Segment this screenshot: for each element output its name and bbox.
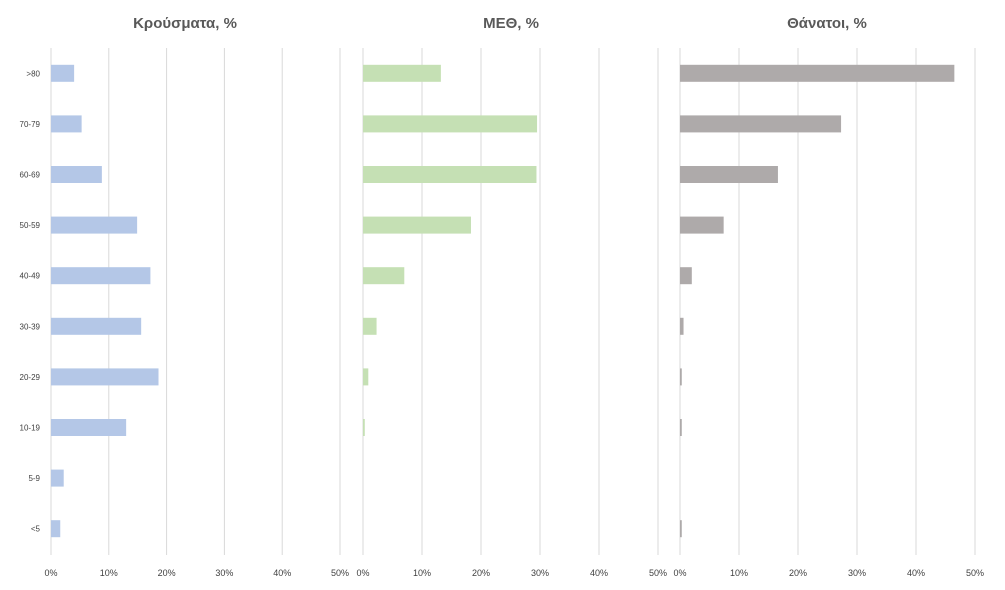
category-label: <5 [31,525,41,534]
bar [363,317,377,335]
panel-title: Κρούσματα, % [133,15,237,32]
category-label: 5-9 [28,474,40,483]
bar [51,520,61,538]
bar [680,520,682,538]
bar [680,368,682,386]
chart-panel-1: 0% 10% 20% 30% 40% 50% Κρούσματα, % >80 70-79 60-… [20,15,349,578]
bar [51,216,138,234]
chart-panel-3: 0% 10% 20% 30% 40% 50% Θάνατοι, % [673,15,984,578]
bar [363,64,441,82]
bar [51,115,82,133]
x-tick-label: 20% [472,568,490,578]
x-tick-label: 50% [649,568,667,578]
bar [680,419,682,436]
category-label: 70-79 [20,120,41,129]
category-label: 20-29 [20,373,41,382]
category-label: 30-39 [20,322,41,331]
category-label: 40-49 [20,272,41,281]
x-tick-label: 0% [673,568,686,578]
bar [51,469,64,487]
x-tick-label: 50% [966,568,984,578]
category-label: >80 [26,69,40,78]
x-tick-label: 40% [273,568,291,578]
bar [363,267,405,285]
panel-title: Θάνατοι, % [787,15,867,32]
x-tick-label: 10% [730,568,748,578]
bar [363,419,365,436]
x-tick-label: 30% [531,568,549,578]
bar [51,317,142,335]
category-label: 60-69 [20,171,41,180]
x-tick-label: 40% [907,568,925,578]
bar [51,368,159,386]
bar [363,368,369,386]
bar [680,317,684,335]
panel-title: ΜΕΘ, % [483,15,539,32]
x-tick-label: 10% [100,568,118,578]
bar [51,64,75,82]
x-tick-label: 0% [356,568,369,578]
bar [363,166,537,183]
category-label: 10-19 [20,424,41,433]
x-tick-label: 50% [331,568,349,578]
category-label: 50-59 [20,221,41,230]
x-tick-label: 10% [413,568,431,578]
x-tick-label: 30% [215,568,233,578]
bar [363,115,538,133]
bar [680,64,955,82]
bar [680,166,778,183]
bar [680,115,842,133]
x-tick-label: 20% [158,568,176,578]
bar [680,216,724,234]
bar [680,267,692,285]
x-tick-label: 0% [44,568,57,578]
bar [51,267,151,285]
x-tick-label: 40% [590,568,608,578]
x-tick-label: 20% [789,568,807,578]
bar [51,419,127,436]
bar [363,216,471,234]
x-tick-label: 30% [848,568,866,578]
bar [51,166,102,183]
chart-panel-2: 0% 10% 20% 30% 40% 50% ΜΕΘ, % [356,15,667,578]
